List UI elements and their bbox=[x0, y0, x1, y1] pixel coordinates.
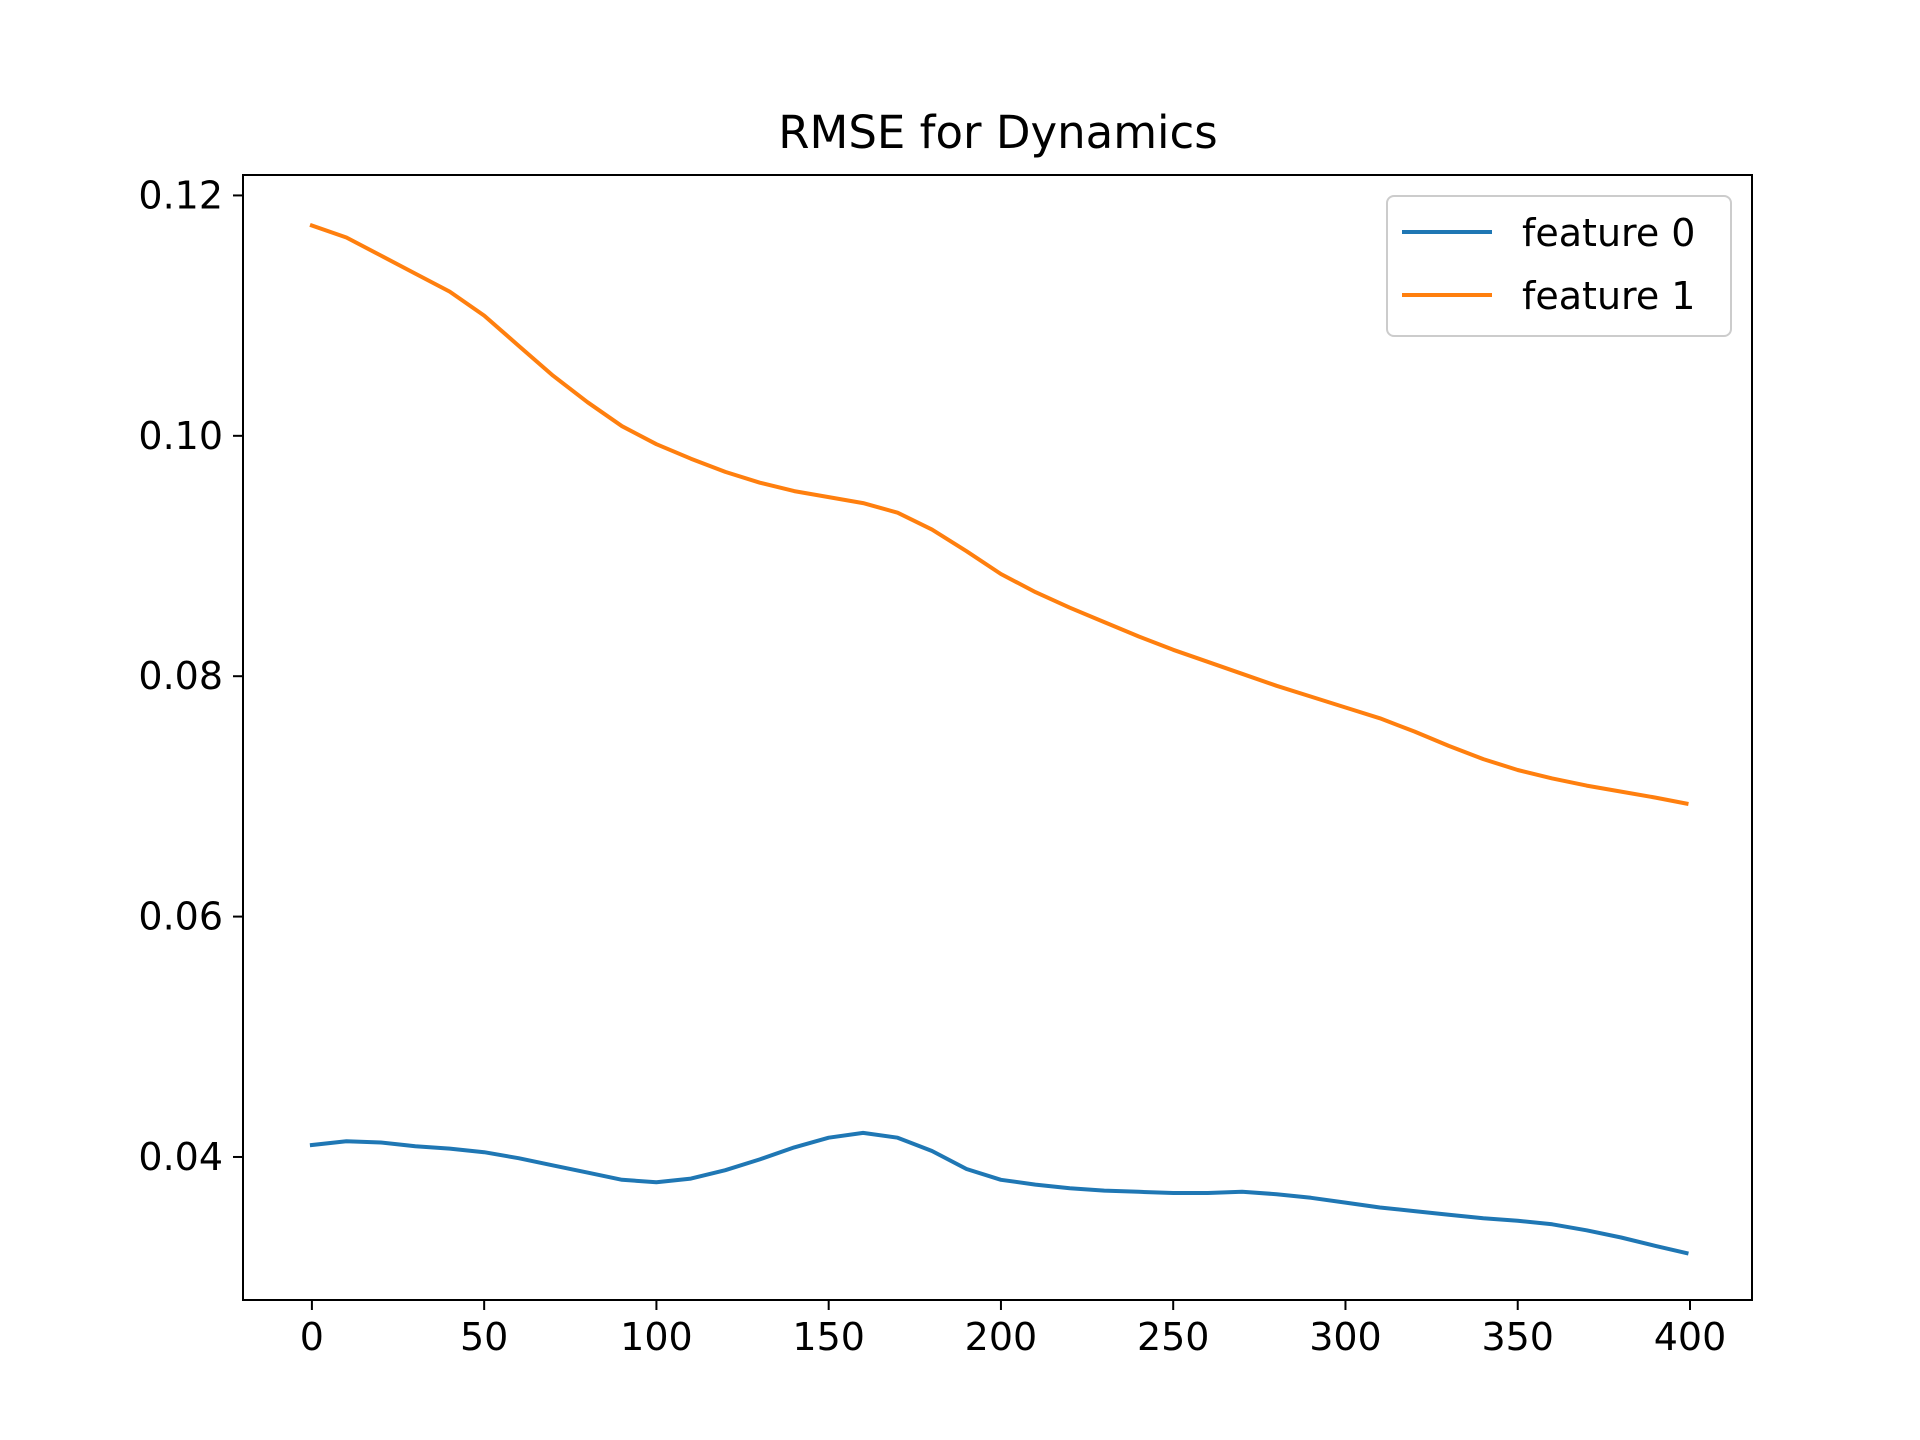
legend-label-feature-0: feature 0 bbox=[1522, 211, 1695, 255]
x-tick-label: 300 bbox=[1309, 1315, 1382, 1359]
x-tick-label: 150 bbox=[792, 1315, 865, 1359]
chart-title: RMSE for Dynamics bbox=[778, 106, 1217, 159]
legend: feature 0 feature 1 bbox=[1386, 195, 1732, 337]
x-tick-label: 250 bbox=[1137, 1315, 1210, 1359]
plot-area bbox=[243, 175, 1752, 1300]
series-line-feature-1 bbox=[309, 222, 1689, 806]
series-line-feature-0 bbox=[309, 1130, 1689, 1256]
x-axis: 0 50 100 150 200 250 300 350 400 bbox=[300, 1300, 1726, 1359]
y-tick-label: 0.08 bbox=[138, 654, 223, 698]
legend-label-feature-1: feature 1 bbox=[1522, 274, 1695, 318]
y-tick-label: 0.10 bbox=[138, 414, 223, 458]
series-layer bbox=[309, 222, 1689, 1256]
y-tick-label: 0.12 bbox=[138, 173, 223, 217]
x-tick-label: 400 bbox=[1654, 1315, 1727, 1359]
plot-frame bbox=[242, 174, 1753, 1301]
x-tick-label: 350 bbox=[1481, 1315, 1554, 1359]
x-tick-label: 0 bbox=[300, 1315, 324, 1359]
x-tick-label: 50 bbox=[460, 1315, 508, 1359]
x-tick-label: 100 bbox=[620, 1315, 693, 1359]
y-axis: 0.04 0.06 0.08 0.10 0.12 bbox=[138, 173, 243, 1179]
y-tick-label: 0.04 bbox=[138, 1135, 223, 1179]
y-tick-label: 0.06 bbox=[138, 895, 223, 939]
x-tick-label: 200 bbox=[965, 1315, 1038, 1359]
